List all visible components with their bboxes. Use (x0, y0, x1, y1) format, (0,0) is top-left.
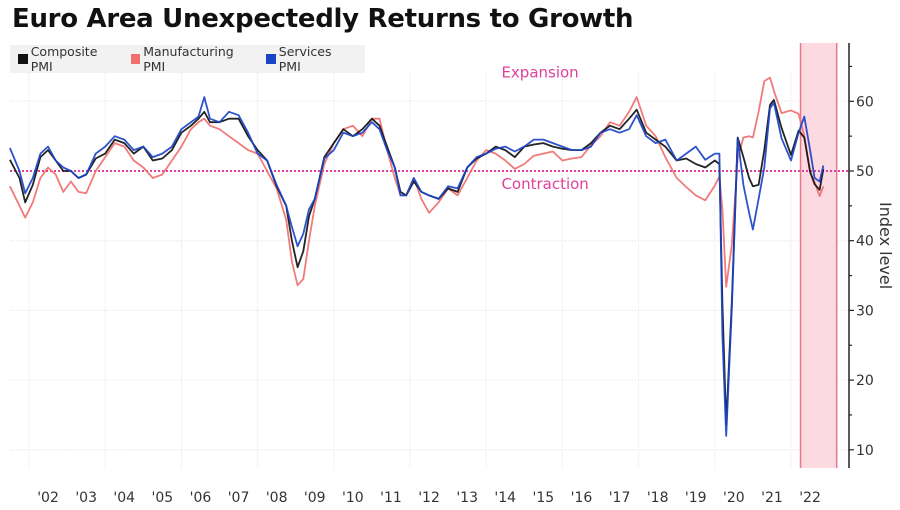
annotations: Expansion Contraction (501, 63, 588, 193)
x-tick-label-2015: '15 (533, 490, 555, 506)
x-tick-label-2012: '12 (418, 490, 440, 506)
x-tick-label-2007: '07 (228, 490, 250, 506)
x-axis: '02 '03 '04 '05 '06 '07 '08 '09 '10 '11 '12 '13 '14 '… (37, 490, 821, 506)
x-tick-label-2016: '16 (571, 490, 593, 506)
shaded-region (800, 43, 837, 468)
y-tick-label-50: 50 (856, 164, 874, 180)
series-line-services-pmi (9, 96, 825, 437)
legend-label-manufacturing: Manufacturing PMI (143, 44, 234, 74)
x-tick-label-2005: '05 (152, 490, 174, 506)
y-tick-label-20: 20 (856, 373, 874, 389)
legend: Composite PMI Manufacturing PMI Services… (10, 44, 365, 74)
legend-item-composite: Composite PMI (18, 44, 121, 74)
series-line-manufacturing-pmi (9, 76, 825, 288)
annotation-contraction: Contraction (501, 175, 588, 193)
annotation-expansion: Expansion (501, 63, 578, 81)
x-tick-label-2013: '13 (456, 490, 478, 506)
x-tick-label-2022: '22 (799, 490, 821, 506)
legend-item-manufacturing: Manufacturing PMI (130, 44, 257, 74)
x-tick-label-2010: '10 (342, 490, 364, 506)
y-axis-label: Index level (876, 202, 895, 289)
shaded-region-layer (799, 43, 838, 468)
x-tick-label-2006: '06 (190, 490, 212, 506)
x-tick-label-2004: '04 (113, 490, 135, 506)
legend-label-composite: Composite PMI (30, 44, 98, 74)
y-tick-label-40: 40 (856, 234, 874, 250)
x-tick-label-2018: '18 (647, 490, 669, 506)
y-tick-label-30: 30 (856, 303, 874, 319)
series-layer (9, 76, 825, 437)
legend-swatch-services (266, 54, 276, 64)
x-tick-label-2014: '14 (494, 490, 516, 506)
x-tick-label-2003: '03 (75, 490, 97, 506)
x-tick-label-2008: '08 (266, 490, 288, 506)
y-axis: 10 20 30 40 50 60 Index level (848, 43, 895, 468)
x-tick-label-2017: '17 (609, 490, 631, 506)
legend-swatch-composite (18, 54, 28, 64)
x-tick-label-2002: '02 (37, 490, 59, 506)
x-tick-label-2019: '19 (685, 490, 707, 506)
x-tick-label-2009: '09 (304, 490, 326, 506)
legend-item-services: Services PMI (266, 44, 355, 74)
x-tick-label-2020: '20 (723, 490, 745, 506)
chart-title: Euro Area Unexpectedly Returns to Growth (12, 4, 634, 34)
y-tick-label-60: 60 (856, 94, 874, 110)
legend-label-services: Services PMI (278, 44, 332, 74)
y-tick-label-10: 10 (856, 443, 874, 459)
x-tick-label-2011: '11 (380, 490, 402, 506)
legend-swatch-manufacturing (130, 54, 141, 64)
x-tick-label-2021: '21 (761, 490, 783, 506)
grid (10, 73, 849, 468)
